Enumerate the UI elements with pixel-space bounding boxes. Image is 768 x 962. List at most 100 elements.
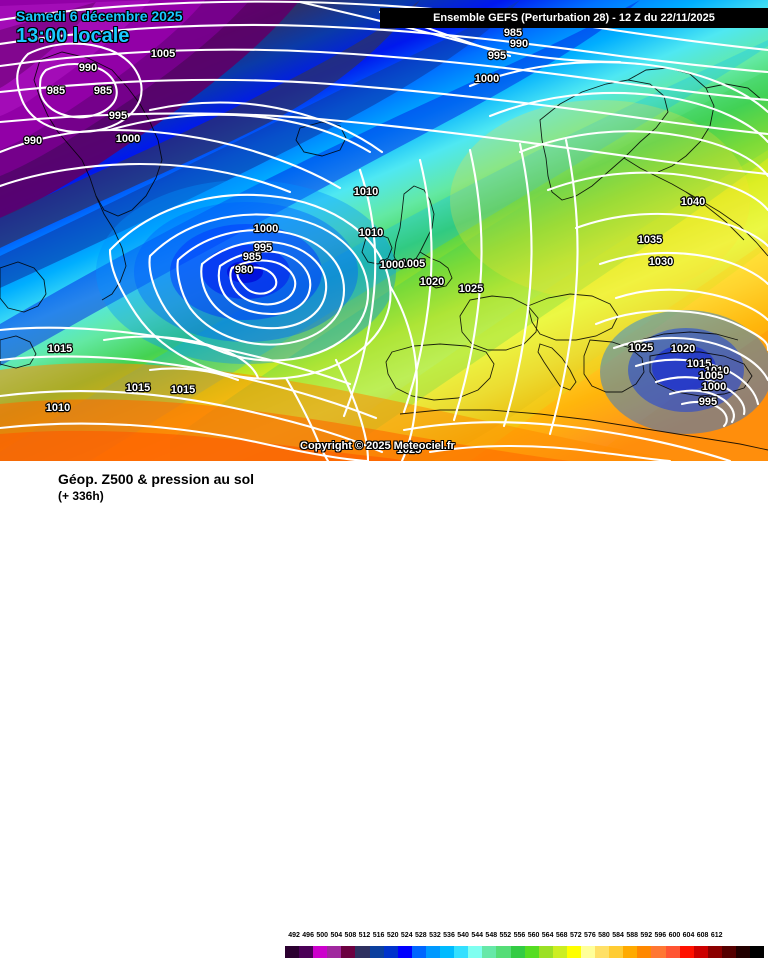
isobar-label: 990 <box>79 62 97 74</box>
colorbar-tick: 556 <box>513 932 526 939</box>
isobar-label: 995 <box>254 242 272 254</box>
isobar-label: 995 <box>699 396 717 408</box>
isobar-label: 1015 <box>48 343 72 355</box>
colorbar-swatch <box>595 946 610 958</box>
isobar-label: 985 <box>47 85 65 97</box>
colorbar-swatches <box>285 946 765 958</box>
copyright-text: Copyright © 2025 Meteociel.fr <box>300 440 455 452</box>
colorbar-tick: 492 <box>288 932 300 939</box>
colorbar-swatch <box>637 946 652 958</box>
colorbar-tick: 560 <box>527 932 540 939</box>
colorbar-swatch <box>496 946 511 958</box>
valid-date-text: Samedi 6 décembre 2025 <box>16 8 183 24</box>
colorbar-swatch <box>651 946 666 958</box>
isobar-label: 1000 <box>702 381 726 393</box>
colorbar-tick: 576 <box>584 932 596 939</box>
colorbar-swatch <box>665 946 680 958</box>
colorbar-tick: 496 <box>302 932 314 939</box>
colorbar-swatch <box>482 946 497 958</box>
weather-map[interactable]: 985 990 995 1000 1005 990 985 985 995 990 1000 1010… <box>0 0 768 461</box>
isobar-label: 1005 <box>699 370 723 382</box>
colorbar-swatch <box>454 946 469 958</box>
colorbar-tick: 548 <box>485 932 498 939</box>
isobar-label: 1000 <box>116 133 140 145</box>
sea-level-pressure-isobars <box>0 0 768 461</box>
colorbar-swatch <box>679 946 694 958</box>
colorbar-tick: 524 <box>400 932 413 939</box>
isobar-label: 1020 <box>671 343 695 355</box>
colorbar-tick: 600 <box>668 932 681 939</box>
colorbar-swatch <box>369 946 384 958</box>
colorbar-swatch <box>355 946 370 958</box>
colorbar-swatch <box>341 946 356 958</box>
colorbar-swatch <box>552 946 567 958</box>
colorbar-tick: 500 <box>316 932 329 939</box>
isobar-label: 1010 <box>354 186 378 198</box>
colorbar-swatch <box>736 946 751 958</box>
colorbar-tick: 540 <box>457 932 469 939</box>
isobar-label: 1025 <box>629 342 653 354</box>
colorbar-tick: 544 <box>471 932 484 939</box>
colorbar-tick: 536 <box>443 932 455 939</box>
colorbar-swatch <box>468 946 483 958</box>
isobar-label: 1035 <box>638 234 662 246</box>
colorbar-swatch <box>510 946 525 958</box>
colorbar-swatch <box>721 946 736 958</box>
colorbar-tick: 612 <box>710 932 723 939</box>
colorbar-tick-labels: 492 496 500 504 508 512 516 520 524 528 532 536 540 5… <box>285 932 764 944</box>
colorbar-tick: 596 <box>654 932 667 939</box>
colorbar-tick: 512 <box>358 932 371 939</box>
colorbar-tick: 592 <box>640 932 653 939</box>
colorbar-swatch <box>425 946 441 958</box>
isobar-label: 990 <box>510 38 528 50</box>
isobar-label: 1015 <box>687 358 711 370</box>
isobar-label: 1015 <box>171 384 195 396</box>
isobar-label: 985 <box>94 85 112 97</box>
colorbar-tick: 520 <box>386 932 399 939</box>
colorbar-tick: 608 <box>696 932 709 939</box>
colorbar-swatch <box>609 946 624 958</box>
colorbar-swatch <box>693 946 708 958</box>
isobar-label: 1005 <box>151 48 175 60</box>
colorbar-tick: 568 <box>555 932 568 939</box>
colorbar-tick: 580 <box>598 932 610 939</box>
colorbar-swatch <box>623 946 638 958</box>
colorbar-tick: 588 <box>626 932 638 939</box>
colorbar-tick: 584 <box>612 932 624 939</box>
footer-bar: Géop. Z500 & pression au sol (+ 336h) 49… <box>0 461 768 958</box>
colorbar-tick: 516 <box>372 932 385 939</box>
isobar-label: 1010 <box>46 402 70 414</box>
colorbar-swatch <box>299 946 314 958</box>
isobar-label: 1010 <box>359 227 383 239</box>
isobar-label: 985 <box>504 27 522 39</box>
colorbar-swatch <box>524 946 539 958</box>
isobar-label: 1010 <box>705 365 729 377</box>
colorbar-tick: 528 <box>414 932 427 939</box>
isobar-label: 1000 <box>475 73 499 85</box>
isobar-label: 1020 <box>420 276 444 288</box>
chart-title: Géop. Z500 & pression au sol <box>58 471 255 487</box>
isobar-label: 1015 <box>126 382 150 394</box>
colorbar-swatch <box>580 946 596 958</box>
colorbar-swatch <box>440 946 455 958</box>
isobar-label: 1000 <box>254 223 278 235</box>
colorbar[interactable]: 492 496 500 504 508 512 516 520 524 528 532 536 540 5… <box>285 932 765 962</box>
colorbar-tick: 552 <box>499 932 512 939</box>
isobar-label: 1005 <box>401 258 425 270</box>
colorbar-tick: 564 <box>541 932 554 939</box>
colorbar-swatch <box>327 946 342 958</box>
colorbar-swatch <box>397 946 412 958</box>
valid-time-overlay: Samedi 6 décembre 2025 13:00 locale <box>16 8 183 47</box>
colorbar-tick: 532 <box>429 932 441 939</box>
colorbar-tick: 508 <box>344 932 357 939</box>
model-header-bar: Ensemble GEFS (Perturbation 28) - 12 Z d… <box>380 8 768 28</box>
isobar-label: 1000 <box>380 259 404 271</box>
colorbar-tick: 604 <box>682 932 695 939</box>
valid-hour-text: 13:00 locale <box>16 25 130 47</box>
isobar-label: 985 <box>243 251 261 263</box>
isobar-label: 1030 <box>649 256 673 268</box>
isobar-label: 980 <box>235 264 253 276</box>
